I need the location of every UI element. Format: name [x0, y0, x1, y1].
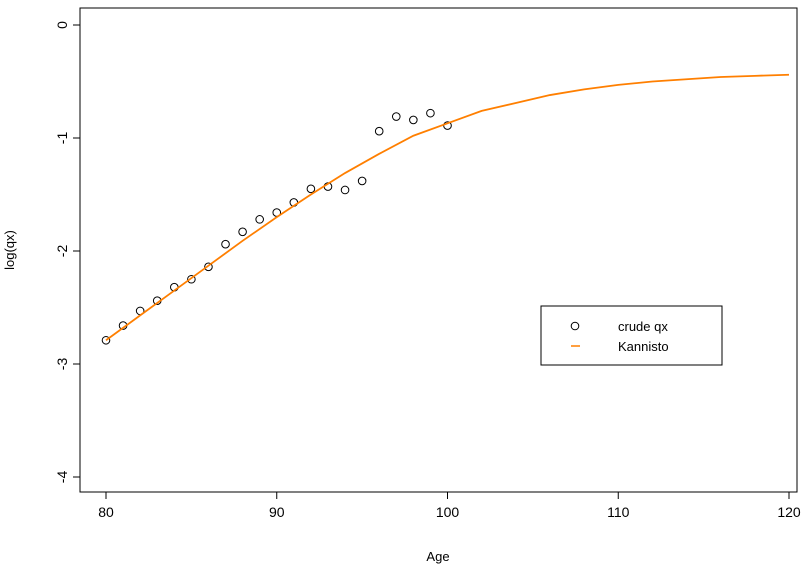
data-point-crude-qx-80 [101, 335, 111, 345]
data-point-crude-qx-88 [238, 227, 247, 237]
data-point-crude-qx-87 [221, 239, 230, 249]
data-point-crude-qx-95 [357, 176, 367, 186]
data-point-crude-qx-98 [409, 115, 418, 125]
x-axis-title: Age [426, 549, 449, 564]
x-tick-label-100: 100 [436, 504, 460, 520]
y-tick-label--3: -3 [54, 358, 70, 371]
plot-frame [79, 7, 798, 493]
data-point-crude-qx-89 [255, 215, 264, 224]
data-point-crude-qx-96 [374, 126, 384, 136]
legend: crude qx Kannisto [540, 305, 723, 366]
legend-label-kannisto: Kannisto [618, 339, 669, 354]
legend-box [540, 305, 723, 366]
series-layer [101, 73, 790, 345]
data-point-crude-qx-94 [340, 185, 350, 195]
series-line-kannisto [105, 73, 790, 341]
data-point-crude-qx-85 [187, 274, 196, 284]
data-point-crude-qx-99 [426, 108, 435, 118]
y-axis-title: log(qx) [2, 230, 17, 270]
y-axis: 0 -1 -2 -3 -4 [54, 21, 80, 483]
x-tick-label-110: 110 [607, 504, 630, 520]
x-tick-label-90: 90 [269, 504, 285, 520]
y-tick-label--4: -4 [54, 471, 70, 484]
x-axis: 80 90 100 110 120 [98, 492, 801, 520]
x-tick-label-80: 80 [98, 504, 114, 520]
y-tick-label--2: -2 [54, 245, 70, 258]
legend-marker-crude-qx [570, 321, 580, 331]
data-point-crude-qx-86 [204, 262, 213, 272]
legend-label-crude-qx: crude qx [618, 319, 668, 334]
data-point-crude-qx-92 [306, 184, 316, 194]
data-point-crude-qx-97 [391, 112, 401, 121]
y-tick-label-0: 0 [54, 21, 70, 29]
y-tick-label--1: -1 [54, 132, 70, 145]
x-tick-label-120: 120 [777, 504, 801, 520]
